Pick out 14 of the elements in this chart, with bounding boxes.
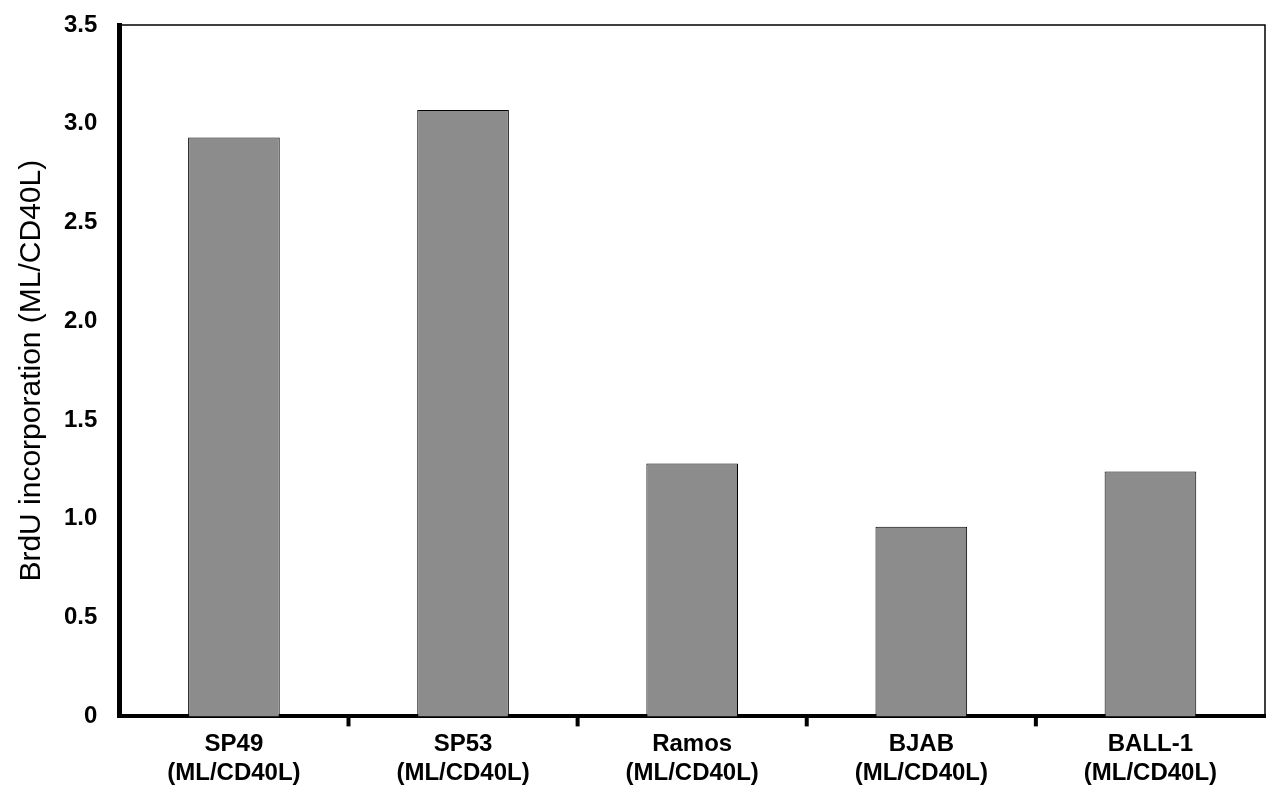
y-tick-label: 1.0 xyxy=(63,503,98,531)
x-tick-label: BALL-1 (ML/CD40L) xyxy=(1083,729,1218,786)
y-axis-title: BrdU incorporation (ML/CD40L) xyxy=(13,159,47,582)
x-tick-label: Ramos (ML/CD40L) xyxy=(625,729,759,786)
x-tick-label: SP49 (ML/CD40L) xyxy=(167,729,301,786)
y-tick-label: 2.0 xyxy=(63,305,98,333)
y-tick-label: 3.5 xyxy=(63,9,98,37)
y-tick-label: 0 xyxy=(84,701,98,729)
x-tick-label: BJAB (ML/CD40L) xyxy=(854,729,988,786)
y-tick-label: 1.5 xyxy=(63,404,98,432)
y-tick-label: 3.0 xyxy=(63,108,98,136)
y-tick-label: 2.5 xyxy=(63,207,98,235)
x-tick-label: SP53 (ML/CD40L) xyxy=(396,729,530,786)
y-tick-label: 0.5 xyxy=(63,602,98,630)
